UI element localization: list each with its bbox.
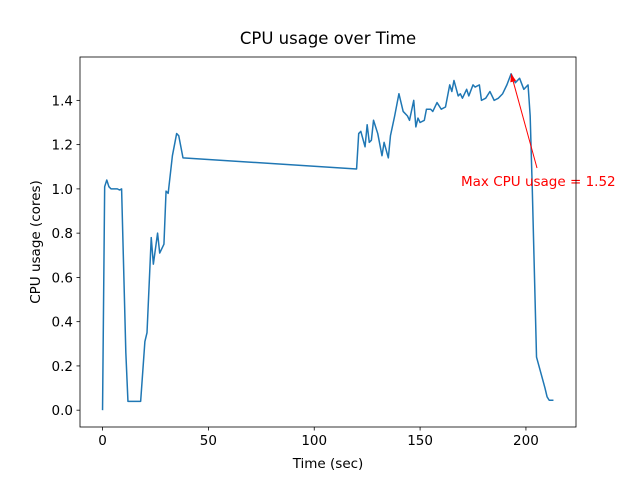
y-tick-label: 1.0 [52, 182, 73, 198]
x-axis-label: Time (sec) [292, 456, 364, 472]
plot-frame [79, 56, 577, 428]
y-axis-label: CPU usage (cores) [28, 180, 44, 304]
annotation-arrowhead [510, 73, 517, 83]
y-tick-label: 0.2 [52, 359, 73, 375]
y-tick-label: 0.0 [52, 403, 73, 419]
x-tick-label: 150 [407, 433, 433, 449]
y-tick-label: 1.2 [52, 138, 73, 154]
chart-title: CPU usage over Time [240, 29, 416, 48]
y-tick-label: 0.4 [52, 315, 73, 331]
annotation-text: Max CPU usage = 1.52 [461, 174, 616, 190]
line-series [101, 73, 554, 411]
y-tick-label: 0.8 [52, 226, 73, 242]
x-tick-label: 0 [98, 433, 107, 449]
x-tick-label: 50 [200, 433, 217, 449]
x-tick-label: 200 [513, 433, 539, 449]
annotation-arrow [510, 73, 538, 169]
y-tick-label: 0.6 [52, 270, 73, 286]
y-tick-label: 1.4 [52, 93, 73, 109]
x-tick-label: 100 [301, 433, 327, 449]
